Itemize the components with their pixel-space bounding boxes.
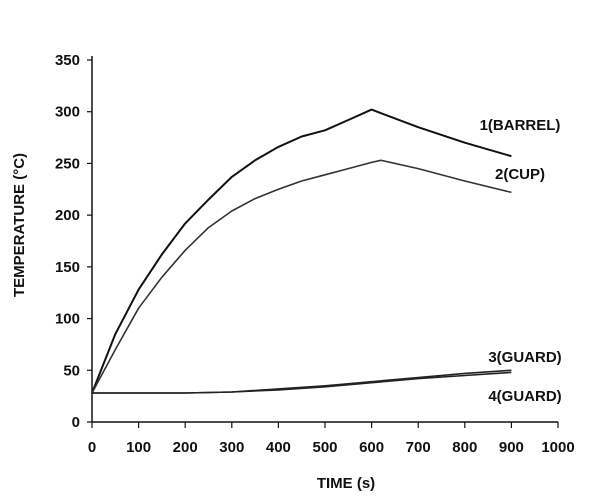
x-tick-label: 600 xyxy=(359,439,384,456)
y-tick-label: 350 xyxy=(55,52,80,69)
y-tick-label: 0 xyxy=(72,414,80,431)
ticks: 0 100 200 300 400 500 600 700 800 900 1000 0 50 100 15… xyxy=(55,52,575,456)
x-tick-label: 400 xyxy=(266,439,291,456)
x-tick-label: 300 xyxy=(219,439,244,456)
series-label: 2(CUP) xyxy=(495,166,545,183)
axes xyxy=(91,56,558,423)
x-tick-label: 900 xyxy=(499,439,524,456)
x-tick-label: 800 xyxy=(452,439,477,456)
series-line xyxy=(91,108,512,394)
x-tick-label: 100 xyxy=(126,439,151,456)
series-line xyxy=(92,371,512,394)
x-tick-label: 200 xyxy=(173,439,198,456)
y-tick-label: 300 xyxy=(55,104,80,121)
y-axis-title: TEMPERATURE (°C) xyxy=(11,153,28,297)
y-tick-label: 50 xyxy=(63,362,80,379)
series-label: 4(GUARD) xyxy=(488,388,561,405)
x-tick-label: 1000 xyxy=(541,439,574,456)
y-tick-label: 100 xyxy=(55,311,80,328)
x-tick-label: 500 xyxy=(312,439,337,456)
y-tick-label: 250 xyxy=(55,155,80,172)
y-tick-label: 200 xyxy=(55,207,80,224)
series-label: 1(BARREL) xyxy=(480,117,561,134)
x-tick-label: 700 xyxy=(406,439,431,456)
series-labels: 1(BARREL) 2(CUP) 3(GUARD) 4(GUARD) xyxy=(480,117,562,405)
series-line xyxy=(92,369,512,394)
series-lines xyxy=(91,108,512,394)
y-tick-label: 150 xyxy=(55,259,80,276)
series-line xyxy=(91,159,512,394)
series-label: 3(GUARD) xyxy=(488,349,561,366)
x-tick-label: 0 xyxy=(88,439,96,456)
x-axis-title: TIME (s) xyxy=(317,475,375,492)
